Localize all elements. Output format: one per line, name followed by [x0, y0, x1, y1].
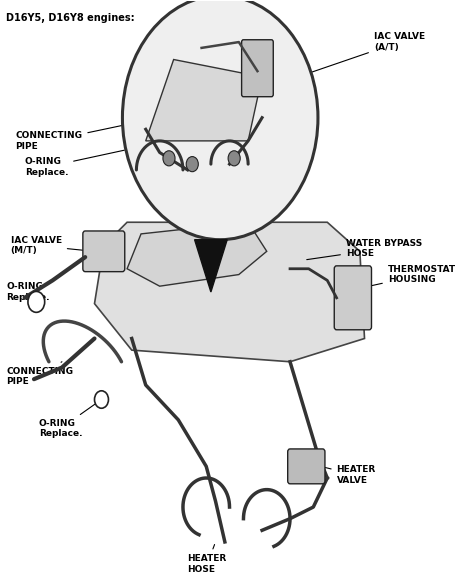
FancyBboxPatch shape [334, 266, 372, 330]
Text: THERMOSTAT
HOUSING: THERMOSTAT HOUSING [372, 265, 456, 286]
Polygon shape [94, 223, 365, 361]
Circle shape [28, 291, 45, 312]
Polygon shape [127, 223, 267, 286]
Polygon shape [146, 60, 262, 141]
Text: CONNECTING
PIPE: CONNECTING PIPE [6, 361, 73, 386]
Polygon shape [195, 239, 227, 292]
Circle shape [228, 151, 240, 166]
Text: CONNECTING
PIPE: CONNECTING PIPE [15, 124, 129, 151]
Circle shape [186, 157, 198, 172]
Text: IAC VALVE
(A/T): IAC VALVE (A/T) [283, 32, 425, 82]
Text: IAC VALVE
(M/T): IAC VALVE (M/T) [11, 236, 119, 255]
Circle shape [163, 151, 175, 166]
Text: WATER BYPASS
HOSE: WATER BYPASS HOSE [307, 239, 422, 260]
Text: O-RING
Replace.: O-RING Replace. [6, 282, 50, 302]
Text: D16Y5, D16Y8 engines:: D16Y5, D16Y8 engines: [6, 13, 135, 23]
FancyBboxPatch shape [288, 449, 325, 484]
Circle shape [94, 391, 109, 408]
Text: O-RING
Replace.: O-RING Replace. [39, 401, 99, 438]
Text: HEATER
HOSE: HEATER HOSE [188, 544, 227, 573]
FancyBboxPatch shape [83, 231, 125, 272]
Text: O-RING
Replace.: O-RING Replace. [25, 150, 124, 177]
FancyBboxPatch shape [242, 40, 273, 97]
Circle shape [122, 0, 318, 239]
Text: HEATER
VALVE: HEATER VALVE [311, 464, 376, 485]
